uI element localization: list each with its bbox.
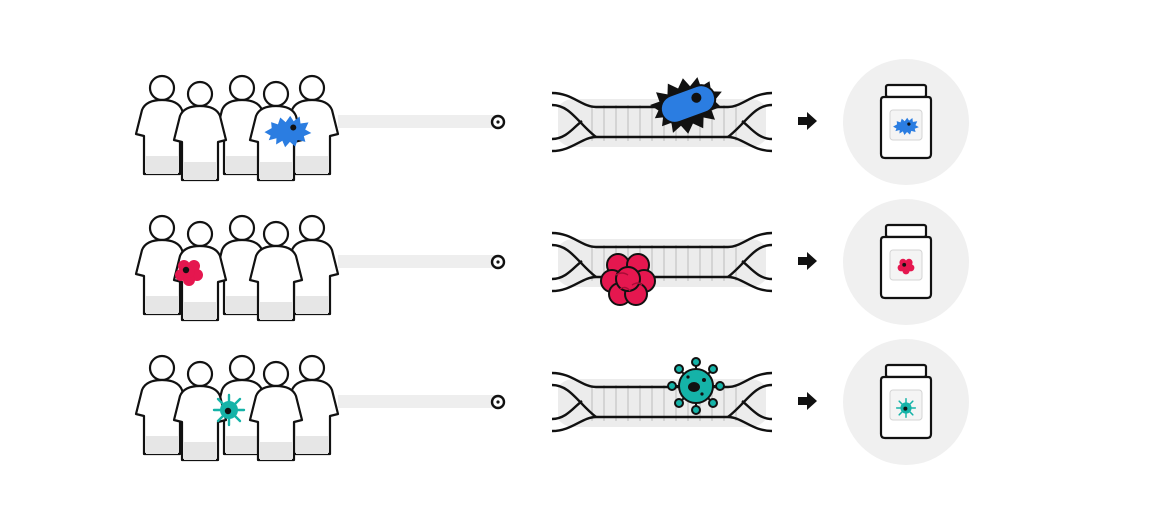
population-group xyxy=(134,354,340,462)
bacterium-icon xyxy=(650,77,722,134)
medicine-jar xyxy=(841,337,971,467)
bacterium-icon xyxy=(893,117,919,135)
dna-band xyxy=(550,231,777,293)
population-group xyxy=(134,214,340,322)
medicine-jar xyxy=(841,57,971,187)
arrow-icon xyxy=(798,252,817,270)
row-tumor-cell xyxy=(134,197,971,327)
tumor-cell-icon xyxy=(897,258,915,275)
medicine-jar xyxy=(841,197,971,327)
virus-icon xyxy=(667,357,725,415)
row-bacterium xyxy=(134,57,971,187)
connector-line xyxy=(338,255,498,268)
arrow-icon xyxy=(798,112,817,130)
population-group xyxy=(134,74,340,182)
virus-icon xyxy=(212,393,246,427)
person-icon xyxy=(248,220,304,322)
dna-band xyxy=(550,371,777,433)
connector-line xyxy=(338,115,498,128)
virus-icon xyxy=(895,397,917,419)
person-icon xyxy=(172,80,228,182)
connector-line xyxy=(338,395,498,408)
tumor-cell-icon xyxy=(175,260,203,286)
row-virus xyxy=(134,337,971,467)
bacterium-icon xyxy=(264,115,312,148)
tumor-cell-icon xyxy=(600,253,656,306)
person-icon xyxy=(248,360,304,462)
arrow-icon xyxy=(798,392,817,410)
